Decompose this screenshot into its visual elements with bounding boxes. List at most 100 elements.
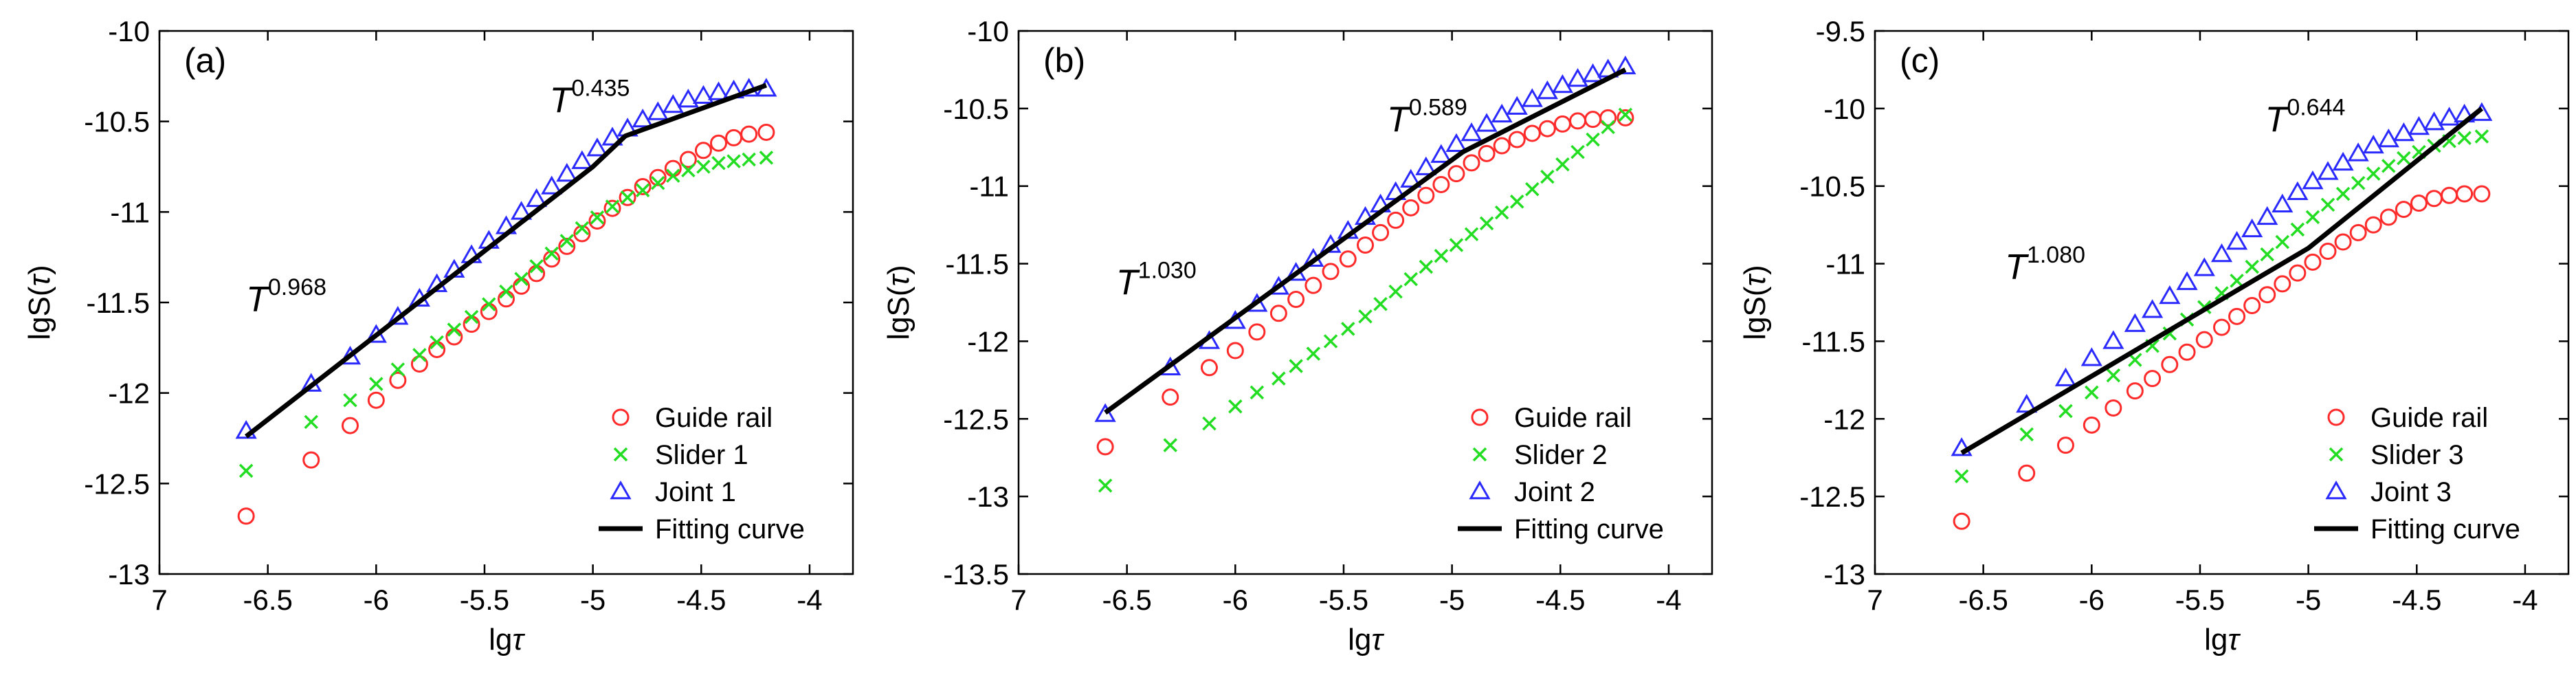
y-tick-label-b: -13	[967, 481, 1009, 513]
x-tick-label-b: -5	[1439, 584, 1465, 616]
data-point	[2102, 330, 2124, 349]
data-point	[1569, 112, 1587, 130]
data-point	[1372, 223, 1390, 241]
x-tick-label-c: -5	[2296, 584, 2321, 616]
data-point	[1523, 124, 1541, 142]
data-point	[1250, 385, 1265, 400]
data-point	[1553, 115, 1571, 133]
panel-a: 7 -6.5 -6 -5.5 -5 -4.5 -4 -13 -12.5 -12 -11.5 -11 -1…	[23, 15, 854, 657]
fitting-curve-line	[1960, 107, 2484, 455]
data-point	[1491, 103, 1513, 123]
x-tick-label-b: -6.5	[1102, 584, 1151, 616]
data-point	[740, 125, 758, 143]
data-point	[1269, 305, 1287, 322]
data-point	[2438, 107, 2461, 126]
data-point	[2124, 313, 2146, 332]
data-point	[412, 348, 427, 362]
data-point	[679, 151, 697, 168]
data-point	[513, 277, 531, 295]
data-point	[2228, 307, 2246, 325]
data-point	[666, 168, 680, 183]
series-b-3	[1104, 67, 1627, 415]
data-point	[2142, 299, 2164, 318]
data-point	[2210, 243, 2233, 263]
data-point	[302, 451, 320, 469]
data-point	[341, 417, 359, 434]
data-point	[650, 175, 665, 190]
legend-marker	[1469, 480, 1491, 500]
panel-b: 7 -6.5 -6 -5.5 -5 -4.5 -4 -13.5 -13 -12.5 -12 -11.5…	[882, 15, 1713, 657]
series-b-0	[1096, 109, 1634, 456]
y-tick-label-a: -13	[108, 558, 150, 591]
axes-frame-c	[1874, 30, 2570, 575]
data-point	[2193, 257, 2215, 276]
y-tick-label-b: -10.5	[943, 93, 1009, 125]
data-point	[571, 150, 593, 169]
data-point	[2305, 210, 2320, 225]
data-point	[632, 109, 654, 128]
y-tick-label-c: -11	[1825, 248, 1865, 280]
data-point	[573, 225, 591, 243]
data-point	[1162, 388, 1179, 406]
x-tick-label-a: -5	[580, 584, 606, 616]
axes-frame-b	[1017, 30, 1713, 575]
legend-entry-label: Slider 1	[655, 440, 748, 470]
x-tick-label-c: -6.5	[1958, 584, 2008, 616]
data-point	[1954, 469, 1969, 484]
data-point	[1521, 88, 1543, 107]
data-point	[343, 393, 357, 408]
data-point	[759, 151, 774, 165]
data-point	[692, 85, 715, 104]
x-axis-title-a: lgτ	[489, 623, 525, 657]
data-point	[1570, 144, 1585, 159]
data-point	[237, 507, 255, 525]
x-tick-label-a: -4	[797, 584, 822, 616]
data-point	[1200, 359, 1218, 377]
data-point	[430, 335, 444, 350]
data-point	[235, 419, 257, 439]
y-tick-label-b: -12	[967, 325, 1009, 357]
panel-label-a: (a)	[184, 41, 226, 80]
x-tick-label-b: -6	[1223, 584, 1248, 616]
data-point	[1555, 157, 1570, 172]
data-point	[2018, 464, 2036, 482]
y-tick-label-b: -12.5	[943, 403, 1009, 435]
data-point	[1493, 137, 1511, 155]
data-point	[2195, 331, 2213, 349]
y-tick-label-c: -12.5	[1799, 481, 1865, 513]
data-point	[1461, 122, 1483, 142]
data-point	[2473, 185, 2491, 203]
x-tick-label-a: -6	[364, 584, 389, 616]
data-point	[2058, 404, 2073, 419]
data-point	[1400, 168, 1422, 188]
data-point	[1287, 290, 1305, 308]
annotation-b-0: T1.030	[1116, 258, 1197, 303]
data-point	[2334, 233, 2352, 251]
data-point	[1601, 120, 1615, 135]
data-point	[619, 188, 636, 206]
data-point	[2176, 271, 2198, 290]
data-point	[1304, 276, 1322, 294]
data-point	[711, 155, 726, 170]
data-point	[1272, 371, 1286, 386]
data-point	[2349, 223, 2367, 241]
data-point	[428, 340, 446, 358]
x-tick-label-a: -4.5	[676, 584, 726, 616]
data-point	[1494, 205, 1509, 220]
data-point	[2379, 208, 2397, 226]
data-point	[367, 391, 385, 409]
data-point	[2377, 128, 2399, 148]
legend-b: Guide rail Slider 2 Joint 2 Fitting curve	[1458, 403, 1664, 544]
data-point	[694, 142, 712, 159]
data-point	[710, 134, 728, 152]
data-point	[2056, 437, 2074, 454]
y-tick-label-b: -13.5	[943, 558, 1009, 591]
y-tick-label-b: -11.5	[945, 248, 1009, 280]
data-point	[2474, 129, 2489, 144]
data-point	[2243, 297, 2261, 315]
legend-entry-label: Joint 3	[2370, 477, 2452, 507]
data-point	[1202, 416, 1217, 431]
data-point	[742, 152, 756, 167]
data-point	[390, 362, 406, 377]
panel-label-b: (b)	[1043, 41, 1085, 80]
